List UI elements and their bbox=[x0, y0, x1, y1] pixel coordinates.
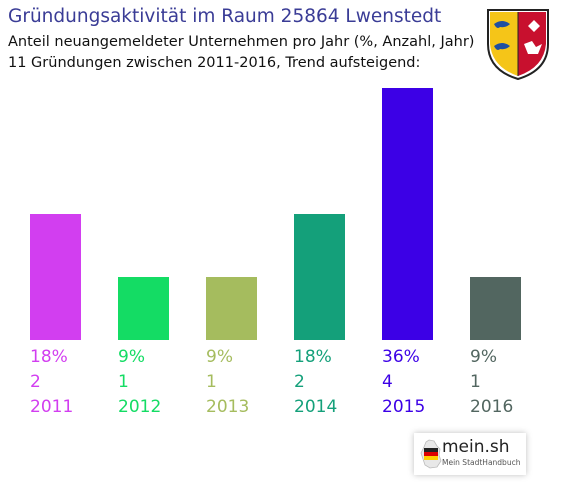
mein-sh-logo[interactable]: mein.sh Mein StadtHandbuch bbox=[414, 433, 526, 475]
logo-name: mein.sh bbox=[442, 437, 510, 457]
percent-label-2013: 9% bbox=[206, 347, 233, 367]
bar-2015 bbox=[382, 88, 433, 340]
germany-map-icon bbox=[420, 439, 442, 469]
count-label-2016: 1 bbox=[470, 372, 481, 392]
percent-label-2015: 36% bbox=[382, 347, 420, 367]
bar-2013 bbox=[206, 277, 257, 340]
count-label-2015: 4 bbox=[382, 372, 393, 392]
percent-label-2014: 18% bbox=[294, 347, 332, 367]
year-label-2011: 2011 bbox=[30, 397, 74, 417]
count-label-2014: 2 bbox=[294, 372, 305, 392]
bar-2011 bbox=[30, 214, 81, 340]
chart-subtitle: Anteil neuangemeldeter Unternehmen pro J… bbox=[8, 34, 475, 50]
chart-title: Gründungsaktivität im Raum 25864 Lwenste… bbox=[8, 6, 442, 27]
logo-tagline: Mein StadtHandbuch bbox=[442, 458, 521, 467]
year-label-2015: 2015 bbox=[382, 397, 426, 417]
percent-label-2012: 9% bbox=[118, 347, 145, 367]
year-label-2014: 2014 bbox=[294, 397, 338, 417]
chart-summary: 11 Gründungen zwischen 2011-2016, Trend … bbox=[8, 55, 421, 71]
bar-2016 bbox=[470, 277, 521, 340]
percent-label-2016: 9% bbox=[470, 347, 497, 367]
year-label-2012: 2012 bbox=[118, 397, 162, 417]
count-label-2013: 1 bbox=[206, 372, 217, 392]
year-label-2013: 2013 bbox=[206, 397, 250, 417]
percent-label-2011: 18% bbox=[30, 347, 68, 367]
coat-of-arms-icon bbox=[487, 9, 549, 81]
count-label-2011: 2 bbox=[30, 372, 41, 392]
count-label-2012: 1 bbox=[118, 372, 129, 392]
bar-2012 bbox=[118, 277, 169, 340]
year-label-2016: 2016 bbox=[470, 397, 514, 417]
bar-2014 bbox=[294, 214, 345, 340]
